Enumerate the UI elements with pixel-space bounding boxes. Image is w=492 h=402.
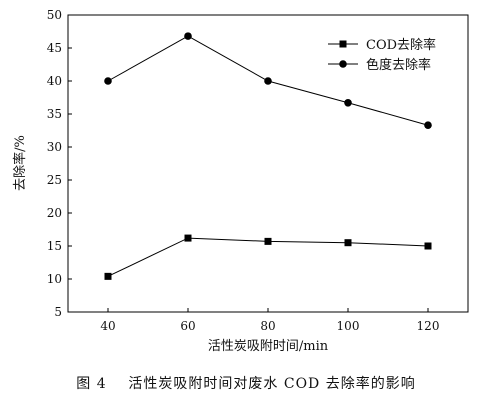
data-point-square xyxy=(424,242,432,250)
data-point-square xyxy=(344,239,352,247)
y-axis-label: 去除率/% xyxy=(12,135,28,191)
data-point-circle xyxy=(424,121,432,130)
legend-label: COD去除率 xyxy=(366,37,436,53)
y-tick-label: 15 xyxy=(47,239,62,253)
y-axis-ticks: 5 10 15 20 25 30 35 40 45 50 xyxy=(47,8,72,319)
y-tick-label: 40 xyxy=(47,74,62,88)
data-point-circle xyxy=(184,32,192,40)
y-tick-label: 30 xyxy=(47,140,62,154)
figure-title: 活性炭吸附时间对废水 COD 去除率的影响 xyxy=(128,376,416,392)
x-tick-label: 60 xyxy=(180,319,195,333)
legend-marker-square xyxy=(339,40,347,48)
data-point-square xyxy=(104,272,112,280)
figure-caption: 图 4 活性炭吸附时间对废水 COD 去除率的影响 xyxy=(0,373,492,393)
legend-label: 色度去除率 xyxy=(366,57,431,73)
legend-marker-circle xyxy=(339,60,347,68)
data-point-square xyxy=(184,234,192,242)
figure-number: 图 4 xyxy=(76,376,107,392)
x-axis-ticks: 40 60 80 100 120 xyxy=(100,308,439,333)
y-tick-label: 35 xyxy=(47,107,62,121)
x-tick-label: 100 xyxy=(337,319,360,333)
y-tick-label: 5 xyxy=(54,305,62,319)
x-tick-label: 120 xyxy=(417,319,440,333)
data-point-circle xyxy=(344,98,352,107)
series-layer xyxy=(104,32,432,280)
y-tick-label: 50 xyxy=(47,8,62,22)
y-tick-label: 10 xyxy=(47,272,62,286)
y-tick-label: 45 xyxy=(47,41,62,55)
y-tick-label: 20 xyxy=(47,206,62,220)
x-tick-label: 80 xyxy=(260,319,275,333)
y-tick-label: 25 xyxy=(47,173,62,187)
data-point-square xyxy=(264,237,272,245)
x-axis-label: 活性炭吸附时间/min xyxy=(208,339,329,354)
x-tick-label: 40 xyxy=(100,319,115,333)
line-chart: 5 10 15 20 25 30 35 40 45 50 40 60 80 100 120 COD去除率色… xyxy=(12,8,469,354)
data-point-circle xyxy=(104,77,112,85)
data-point-circle xyxy=(264,77,272,85)
